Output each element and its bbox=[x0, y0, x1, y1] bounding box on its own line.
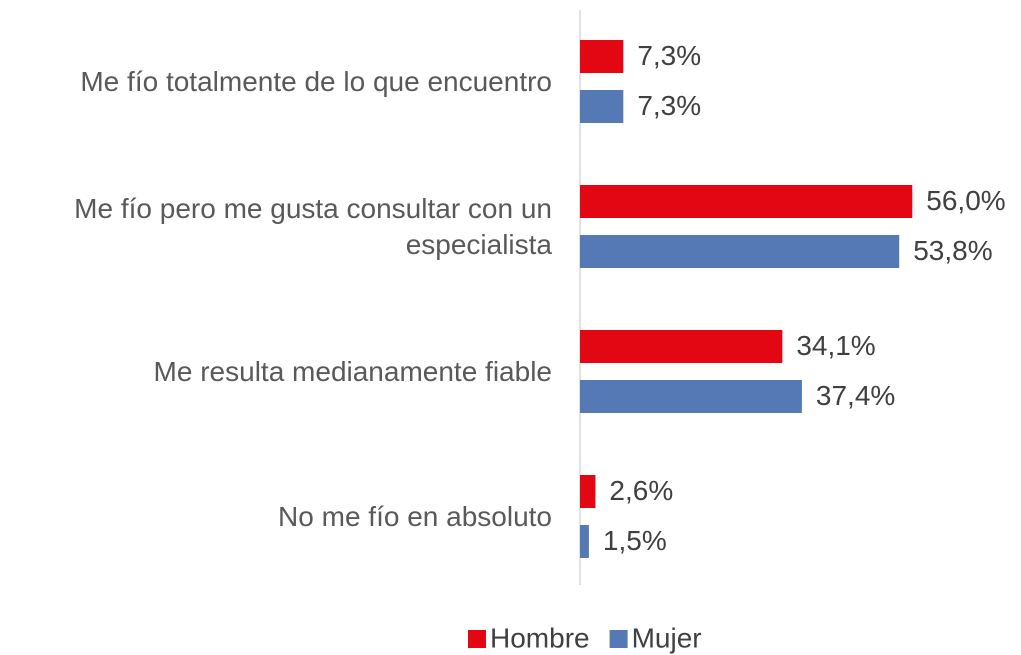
category-label: Me resulta medianamente fiable bbox=[153, 356, 552, 387]
category-label: Me fío totalmente de lo que encuentro bbox=[80, 66, 552, 97]
category-label: No me fío en absoluto bbox=[278, 501, 552, 532]
legend-label: Mujer bbox=[632, 622, 702, 653]
bar bbox=[580, 330, 783, 363]
value-label: 56,0% bbox=[926, 185, 1005, 216]
category-label: Me fío pero me gusta consultar con un es… bbox=[74, 193, 552, 260]
value-label: 7,3% bbox=[637, 90, 701, 121]
legend-swatch bbox=[468, 630, 486, 648]
value-label: 7,3% bbox=[637, 40, 701, 71]
value-label: 2,6% bbox=[609, 475, 673, 506]
bar bbox=[580, 525, 589, 558]
bar bbox=[580, 475, 596, 508]
value-label: 1,5% bbox=[603, 525, 667, 556]
legend-label: Hombre bbox=[490, 622, 590, 653]
bar bbox=[580, 40, 624, 73]
value-label: 37,4% bbox=[816, 380, 895, 411]
bar bbox=[580, 235, 900, 268]
value-label: 53,8% bbox=[913, 235, 992, 266]
value-label: 34,1% bbox=[796, 330, 875, 361]
bar bbox=[580, 380, 802, 413]
bar bbox=[580, 185, 913, 218]
legend-swatch bbox=[609, 630, 628, 648]
bar bbox=[580, 90, 624, 123]
